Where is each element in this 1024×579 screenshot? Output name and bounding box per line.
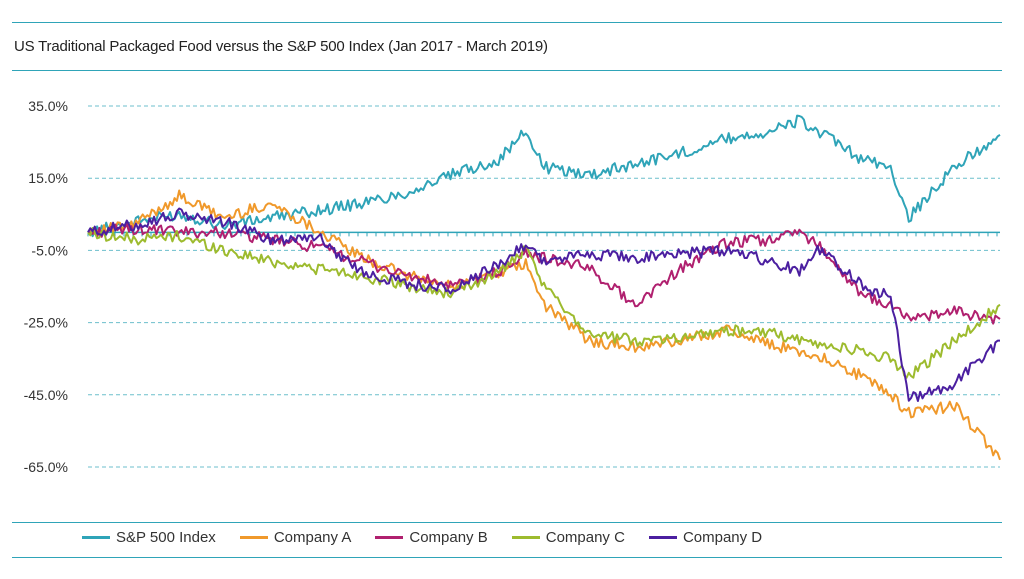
chart-title: US Traditional Packaged Food versus the … xyxy=(14,38,548,55)
legend-label: Company B xyxy=(409,529,488,546)
legend-swatch xyxy=(648,536,677,539)
legend-label: Company D xyxy=(682,529,763,546)
top-rule xyxy=(12,22,1002,23)
legend-item: Company B xyxy=(375,529,488,546)
series-line-company-c xyxy=(87,227,1001,379)
y-tick-label: -45.0% xyxy=(24,387,68,403)
y-tick-label: 35.0% xyxy=(28,98,68,114)
legend-item: S&P 500 Index xyxy=(82,529,216,546)
legend-item: Company C xyxy=(511,529,625,546)
legend-item: Company A xyxy=(239,529,352,546)
legend: S&P 500 Index Company A Company B Company C… xyxy=(82,529,786,546)
y-tick-label: -25.0% xyxy=(24,315,68,331)
legend-label: S&P 500 Index xyxy=(116,529,216,546)
legend-label: Company A xyxy=(273,529,352,546)
legend-top-rule xyxy=(12,522,1002,523)
bottom-rule xyxy=(12,557,1002,558)
legend-swatch xyxy=(82,536,110,539)
title-rule xyxy=(12,70,1002,71)
y-tick-label: -65.0% xyxy=(24,459,68,475)
legend-swatch xyxy=(375,536,404,539)
legend-swatch xyxy=(511,536,540,539)
series-line-s-p-500-index xyxy=(87,114,1001,238)
y-tick-label: -5.0% xyxy=(31,242,68,258)
series-line-company-a xyxy=(87,189,1001,461)
y-tick-label: 15.0% xyxy=(28,170,68,186)
legend-label: Company C xyxy=(545,529,625,546)
legend-item: Company D xyxy=(648,529,763,546)
legend-swatch xyxy=(239,536,268,539)
series-line-company-b xyxy=(87,222,1001,325)
series-line-company-d xyxy=(87,207,1000,402)
